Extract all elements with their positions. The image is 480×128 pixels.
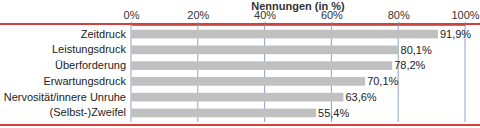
tick-mark <box>398 22 399 25</box>
tick-mark <box>465 22 466 25</box>
data-label: 55,4% <box>318 107 349 119</box>
data-label: 78,2% <box>394 59 425 71</box>
tick: Leistungsdruck <box>52 43 131 55</box>
data-label: 63,6% <box>345 91 376 103</box>
bar <box>131 46 399 55</box>
tick: Zeitdruck <box>81 28 131 40</box>
tick: Erwartungsdruck <box>43 75 131 87</box>
tick: 80% <box>388 9 410 25</box>
x-axis: 0% 20% 40% 60% 80% 100% <box>124 9 480 26</box>
tick-mark <box>331 22 332 25</box>
grid-line <box>131 25 132 122</box>
axis-line <box>131 26 132 123</box>
category-label: (Selbst-)Zweifel <box>50 106 126 118</box>
tick: (Selbst-)Zweifel <box>50 106 131 118</box>
category-label: Zeitdruck <box>81 28 127 40</box>
category-label: Überforderung <box>55 59 126 71</box>
tick-mark <box>265 22 266 25</box>
data-label: 70,1% <box>367 75 398 87</box>
tick: 0% <box>124 9 140 25</box>
y-axis: Zeitdruck Leistungsdruck Überforderung Erwa… <box>4 26 132 123</box>
axis-line <box>132 22 466 26</box>
tick: 20% <box>187 9 209 25</box>
data-label: 80,1% <box>401 44 432 56</box>
tick-label: 60% <box>321 9 343 21</box>
tick-mark <box>131 22 132 25</box>
tick-label: 80% <box>388 9 410 21</box>
data-labels: 91,9% 80,1% 78,2% 70,1% 63,6% 55,4% <box>318 28 471 119</box>
tick-label: 20% <box>187 9 209 21</box>
bar <box>131 61 392 70</box>
plot: 0% 20% 40% 60% 80% 100% Zeitdruck Leistungsdruc… <box>4 9 480 123</box>
tick-mark <box>198 22 199 25</box>
bars <box>131 30 438 118</box>
grid-line <box>264 25 265 122</box>
tick: Nervosität/innere Unruhe <box>4 91 131 103</box>
tick: 40% <box>254 9 276 25</box>
rule <box>0 124 480 126</box>
tick-label: 40% <box>254 9 276 21</box>
tick: 60% <box>321 9 343 25</box>
chart: Nennungen (in %)0%20%40%60%80%100%Zeitdr… <box>0 0 480 128</box>
bar <box>131 30 438 39</box>
category-label: Leistungsdruck <box>52 43 126 55</box>
bar <box>131 77 365 86</box>
grid-line <box>197 25 198 122</box>
grid <box>131 25 465 122</box>
category-label: Erwartungsdruck <box>43 75 126 87</box>
category-label: Nervosität/innere Unruhe <box>4 91 126 103</box>
tick: 100% <box>451 9 479 25</box>
tick-label: 100% <box>451 9 479 21</box>
tick: Überforderung <box>55 59 131 71</box>
bar <box>131 93 343 102</box>
bar <box>131 109 316 118</box>
grid-line <box>398 25 399 122</box>
tick-label: 0% <box>124 9 140 21</box>
rule <box>0 23 480 25</box>
data-label: 91,9% <box>440 28 471 40</box>
